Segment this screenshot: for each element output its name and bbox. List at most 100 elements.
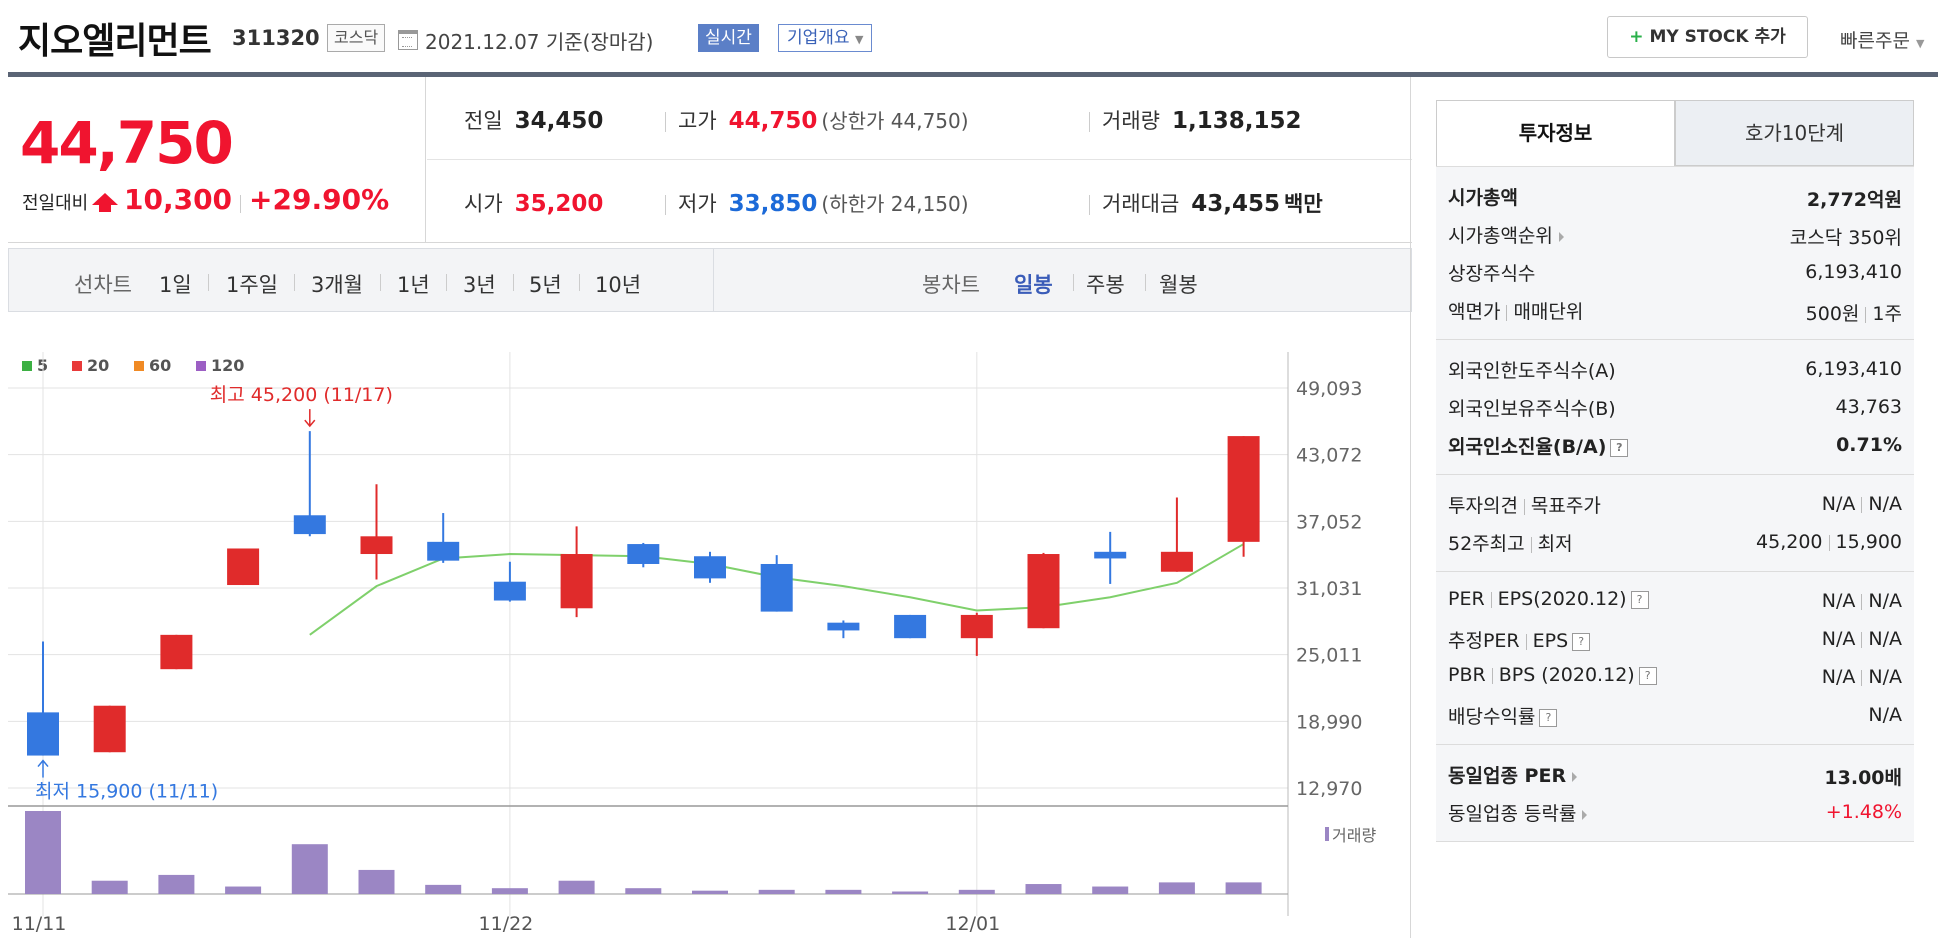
arrow-up-icon: [37, 759, 49, 768]
divider: [1865, 306, 1867, 323]
help-icon[interactable]: ?: [1539, 708, 1558, 727]
tab-investment-info[interactable]: 투자정보: [1436, 100, 1675, 166]
legend-swatch: [196, 361, 206, 371]
info-value-text: N/A: [1821, 493, 1856, 515]
divider: [1491, 667, 1493, 684]
help-icon[interactable]: ?: [1572, 632, 1591, 651]
chart-period-bar: 선차트 1일 1주일 3개월 1년 3년 5년 10년 봉차트 일봉 주봉 월봉: [8, 248, 1412, 312]
info-value-text: N/A: [1868, 628, 1902, 650]
info-value: N/A N/A: [1822, 493, 1902, 515]
help-icon[interactable]: ?: [1610, 438, 1629, 457]
period-tab-3m[interactable]: 3개월: [311, 273, 364, 297]
quick-order-dropdown[interactable]: 빠른주문 ▼: [1840, 26, 1924, 53]
info-label-text: 52주최고: [1448, 533, 1525, 555]
company-overview-label: 기업개요: [787, 28, 850, 48]
open-price: 시가 35,200: [464, 188, 603, 218]
info-label-text: BPS (2020.12): [1498, 664, 1635, 686]
info-label[interactable]: 시가총액순위: [1448, 221, 1564, 248]
info-value-text: +1.48%: [1825, 801, 1902, 823]
help-icon[interactable]: ?: [1638, 666, 1657, 685]
info-label: 배당수익률?: [1448, 702, 1558, 729]
candle-chart-label: 봉차트: [922, 273, 980, 297]
amount-value: 43,455: [1191, 191, 1281, 217]
period-tab-1d[interactable]: 1일: [159, 273, 192, 297]
info-label: 52주최고 최저: [1448, 529, 1573, 556]
volume: 거래량 1,138,152: [1089, 105, 1301, 135]
volume-bar: [1225, 882, 1262, 894]
divider: [513, 274, 514, 291]
info-label: PBR BPS (2020.12)?: [1448, 664, 1657, 686]
open-value: 35,200: [514, 191, 604, 217]
info-row: 추정PER EPS? N/A N/A: [1448, 620, 1902, 658]
price-chart[interactable]: 5206012049,09343,07237,05231,03125,01118…: [8, 312, 1412, 938]
info-label: 추정PER EPS?: [1448, 626, 1591, 653]
legend-label: 120: [211, 356, 244, 375]
prev-close: 전일 34,450: [464, 105, 603, 135]
info-value: N/A N/A: [1822, 628, 1902, 650]
divider: [1861, 593, 1863, 610]
divider: [1490, 591, 1492, 608]
candle-body: [894, 614, 927, 639]
volume-bar: [225, 886, 262, 894]
candle-tab-weekly[interactable]: 주봉: [1086, 273, 1125, 297]
info-value: 6,193,410: [1805, 261, 1902, 283]
info-label: 외국인보유주식수(B): [1448, 394, 1616, 421]
info-value-text: N/A: [1821, 628, 1856, 650]
info-value-text: 13.00: [1824, 767, 1885, 789]
plus-icon: +: [1629, 27, 1644, 47]
candlestick-chart: 5206012049,09343,07237,05231,03125,01118…: [8, 352, 1376, 935]
period-tab-10y[interactable]: 10년: [595, 273, 642, 297]
divider: [1861, 631, 1863, 648]
add-my-stock-label: MY STOCK 추가: [1649, 27, 1786, 47]
divider: [1523, 498, 1525, 515]
legend-label: 20: [87, 356, 109, 375]
info-row: 액면가 매매단위 500원 1주: [1448, 291, 1902, 329]
realtime-button[interactable]: 실시간: [698, 24, 759, 52]
volume-bar: [558, 880, 595, 894]
company-overview-dropdown[interactable]: 기업개요 ▼: [778, 24, 873, 52]
divider: [1530, 536, 1532, 553]
info-value-text: N/A: [1868, 704, 1902, 726]
chevron-down-icon: ▼: [1915, 37, 1925, 50]
candle-tab-daily[interactable]: 일봉: [1014, 273, 1053, 297]
volume-bar: [692, 890, 728, 894]
info-label[interactable]: 동일업종 PER: [1448, 761, 1578, 788]
period-tab-1y[interactable]: 1년: [397, 273, 430, 297]
base-date: 2021.12.07 기준(장마감): [425, 30, 654, 54]
period-tab-3y[interactable]: 3년: [463, 273, 496, 297]
info-value-text: N/A: [1868, 590, 1902, 612]
candle-body: [1094, 551, 1127, 559]
info-value: 6,193,410: [1805, 358, 1902, 380]
help-icon[interactable]: ?: [1630, 590, 1649, 609]
divider: [1145, 274, 1146, 291]
tab-order-book[interactable]: 호가10단계: [1675, 100, 1914, 166]
period-tab-5y[interactable]: 5년: [529, 273, 562, 297]
info-label: 외국인소진율(B/A)?: [1448, 432, 1629, 459]
divider: [294, 274, 295, 291]
candle-body: [760, 563, 793, 612]
period-tab-1w[interactable]: 1주일: [226, 273, 279, 297]
candle-tab-monthly[interactable]: 월봉: [1159, 273, 1198, 297]
info-label: 투자의견 목표주가: [1448, 491, 1601, 518]
info-value-unit: 배: [1884, 767, 1902, 789]
add-my-stock-button[interactable]: + MY STOCK 추가: [1607, 16, 1808, 58]
info-value-text: N/A: [1868, 493, 1902, 515]
legend-swatch: [72, 361, 82, 371]
x-tick-label: 11/22: [479, 913, 534, 935]
info-value: 500원 1주: [1806, 299, 1902, 326]
divider: [579, 274, 580, 291]
info-label-text: 시가총액순위: [1448, 225, 1553, 247]
legend-swatch: [22, 361, 32, 371]
y-tick-label: 18,990: [1296, 711, 1362, 733]
info-row: 외국인보유주식수(B) 43,763: [1448, 388, 1902, 426]
legend-swatch: [134, 361, 144, 371]
info-value: N/A N/A: [1822, 666, 1902, 688]
candle-body: [293, 515, 326, 535]
info-row: 동일업종 등락률 +1.48%: [1448, 793, 1902, 831]
info-value-text: 1주: [1872, 303, 1902, 325]
info-label[interactable]: 동일업종 등락률: [1448, 799, 1588, 826]
x-tick-label: 12/01: [945, 913, 1000, 935]
info-label-text: 최저: [1537, 533, 1573, 555]
info-row: 배당수익률? N/A: [1448, 696, 1902, 734]
info-label-text: 추정PER: [1448, 630, 1520, 652]
